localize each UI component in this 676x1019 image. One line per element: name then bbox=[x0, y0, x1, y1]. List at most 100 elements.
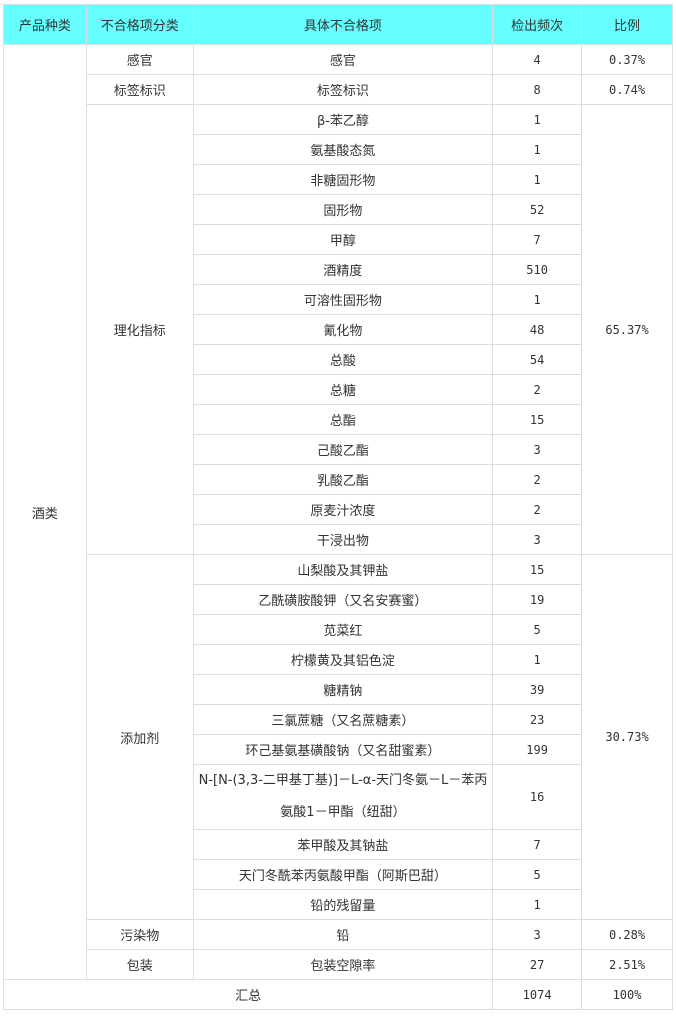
table-row: 总酯 15 bbox=[4, 404, 673, 435]
header-count: 检出频次 bbox=[492, 4, 583, 45]
header-row: 产品种类 不合格项分类 具体不合格项 检出频次 比例 bbox=[3, 4, 673, 45]
count-cell: 27 bbox=[492, 949, 583, 980]
item-name-cell: 糖精钠 bbox=[192, 674, 494, 705]
count-cell: 39 bbox=[492, 674, 583, 705]
count-cell: 5 bbox=[492, 859, 583, 890]
item-name-cell: 乳酸乙酯 bbox=[192, 464, 494, 495]
item-name-cell: 干浸出物 bbox=[192, 524, 494, 555]
item-name-cell: 可溶性固形物 bbox=[192, 284, 494, 315]
count-cell: 1 bbox=[492, 889, 583, 920]
count-cell: 199 bbox=[492, 734, 583, 765]
item-name-cell: 天门冬酰苯丙氨酸甲酯（阿斯巴甜） bbox=[192, 859, 494, 890]
item-name-cell: 三氯蔗糖（又名蔗糖素） bbox=[192, 704, 494, 735]
item-name-cell: 甲醇 bbox=[192, 224, 494, 255]
count-cell: 52 bbox=[492, 194, 583, 225]
count-cell: 15 bbox=[492, 404, 583, 435]
item-name-cell: 山梨酸及其钾盐 bbox=[192, 554, 494, 585]
item-name-cell: 柠檬黄及其铝色淀 bbox=[192, 644, 494, 675]
count-cell: 19 bbox=[492, 584, 583, 615]
ratio-cell: 0.37% bbox=[581, 44, 673, 75]
table-row: 总酸 54 bbox=[4, 344, 673, 375]
table-row: 理化指标 β-苯乙醇 1 65.37% bbox=[4, 104, 673, 555]
ratio-cell: 0.28% bbox=[581, 919, 673, 950]
item-name-cell: 感官 bbox=[192, 44, 494, 75]
category-cell: 感官 bbox=[85, 44, 194, 75]
table-row: 原麦汁浓度 2 bbox=[4, 494, 673, 525]
count-cell: 3 bbox=[492, 919, 583, 950]
count-cell: 8 bbox=[492, 74, 583, 105]
item-name-cell: 原麦汁浓度 bbox=[192, 494, 494, 525]
table-row: 乳酸乙酯 2 bbox=[4, 464, 673, 495]
item-name-cell: 标签标识 bbox=[192, 74, 494, 105]
item-name-cell: β-苯乙醇 bbox=[192, 104, 494, 135]
item-name-cell: N-[N-(3,3-二甲基丁基)]－L-α-天门冬氨－L－苯丙氨酸1－甲酯（纽甜… bbox=[192, 764, 494, 830]
ratio-cell: 65.37% bbox=[581, 104, 673, 555]
count-cell: 3 bbox=[492, 524, 583, 555]
category-cell: 污染物 bbox=[85, 919, 194, 950]
count-cell: 15 bbox=[492, 554, 583, 585]
table-row: 固形物 52 bbox=[4, 194, 673, 225]
count-cell: 3 bbox=[492, 434, 583, 465]
table-row: 己酸乙酯 3 bbox=[4, 434, 673, 465]
item-name-cell: 酒精度 bbox=[192, 254, 494, 285]
item-name-cell: 总酸 bbox=[192, 344, 494, 375]
item-name-cell: 总糖 bbox=[192, 374, 494, 405]
nonconformity-table: 产品种类 不合格项分类 具体不合格项 检出频次 比例 酒类 感官 感官 4 0.37% 标… bbox=[2, 4, 673, 1010]
count-cell: 2 bbox=[492, 494, 583, 525]
item-name-cell: 苯甲酸及其钠盐 bbox=[192, 829, 494, 860]
header-category: 不合格项分类 bbox=[85, 4, 194, 45]
total-row: 汇总 1074 100% bbox=[2, 979, 673, 1010]
count-cell: 16 bbox=[492, 764, 583, 830]
item-name-cell: 非糖固形物 bbox=[192, 164, 494, 195]
total-count: 1074 bbox=[492, 979, 583, 1010]
count-cell: 510 bbox=[492, 254, 583, 285]
item-name-cell: 总酯 bbox=[192, 404, 494, 435]
table-row: 氰化物 48 bbox=[4, 314, 673, 345]
count-cell: 48 bbox=[492, 314, 583, 345]
item-name-cell: 氰化物 bbox=[192, 314, 494, 345]
table-row: 可溶性固形物 1 bbox=[4, 284, 673, 315]
count-cell: 54 bbox=[492, 344, 583, 375]
item-name-cell: 氨基酸态氮 bbox=[192, 134, 494, 165]
ratio-cell: 30.73% bbox=[581, 554, 673, 920]
item-name-cell: 己酸乙酯 bbox=[192, 434, 494, 465]
table-row: 苋菜红 5 bbox=[4, 614, 673, 645]
table-row: 总糖 2 bbox=[4, 374, 673, 405]
count-cell: 23 bbox=[492, 704, 583, 735]
item-name-cell: 铅的残留量 bbox=[192, 889, 494, 920]
count-cell: 5 bbox=[492, 614, 583, 645]
table-row: 柠檬黄及其铝色淀 1 bbox=[4, 644, 673, 675]
total-ratio: 100% bbox=[581, 979, 673, 1010]
category-cell: 标签标识 bbox=[85, 74, 194, 105]
count-cell: 1 bbox=[492, 104, 583, 135]
count-cell: 7 bbox=[492, 224, 583, 255]
product-type-cell: 酒类 bbox=[3, 44, 87, 980]
table-row: 环己基氨基磺酸钠（又名甜蜜素） 199 bbox=[4, 734, 673, 765]
item-name-cell: 环己基氨基磺酸钠（又名甜蜜素） bbox=[192, 734, 494, 765]
total-label: 汇总 bbox=[2, 979, 494, 1010]
count-cell: 1 bbox=[492, 644, 583, 675]
table-row: 甲醇 7 bbox=[4, 224, 673, 255]
table-row: 污染物铅 3 0.28% bbox=[4, 919, 673, 950]
header-product-type: 产品种类 bbox=[3, 4, 87, 45]
table-row: 乙酰磺胺酸钾（又名安赛蜜） 19 bbox=[4, 584, 673, 615]
item-name-cell: 固形物 bbox=[192, 194, 494, 225]
category-cell: 添加剂 bbox=[85, 554, 194, 920]
count-cell: 2 bbox=[492, 464, 583, 495]
item-name-cell: 乙酰磺胺酸钾（又名安赛蜜） bbox=[192, 584, 494, 615]
count-cell: 2 bbox=[492, 374, 583, 405]
category-cell: 包装 bbox=[85, 949, 194, 980]
item-name-cell: 包装空隙率 bbox=[192, 949, 494, 980]
item-name-cell: 苋菜红 bbox=[192, 614, 494, 645]
ratio-cell: 2.51% bbox=[581, 949, 673, 980]
ratio-cell: 0.74% bbox=[581, 74, 673, 105]
table-row: N-[N-(3,3-二甲基丁基)]－L-α-天门冬氨－L－苯丙氨酸1－甲酯（纽甜… bbox=[4, 764, 673, 830]
table-row: 添加剂 山梨酸及其钾盐 15 30.73% bbox=[4, 554, 673, 920]
table-row: 酒类 感官 感官 4 0.37% bbox=[3, 44, 673, 980]
header-ratio: 比例 bbox=[581, 4, 673, 45]
item-name-cell: 铅 bbox=[192, 919, 494, 950]
count-cell: 1 bbox=[492, 134, 583, 165]
table-row: 氨基酸态氮 1 bbox=[4, 134, 673, 165]
table-row: 三氯蔗糖（又名蔗糖素） 23 bbox=[4, 704, 673, 735]
table-row: 包装 包装空隙率 27 2.51% bbox=[4, 949, 673, 980]
